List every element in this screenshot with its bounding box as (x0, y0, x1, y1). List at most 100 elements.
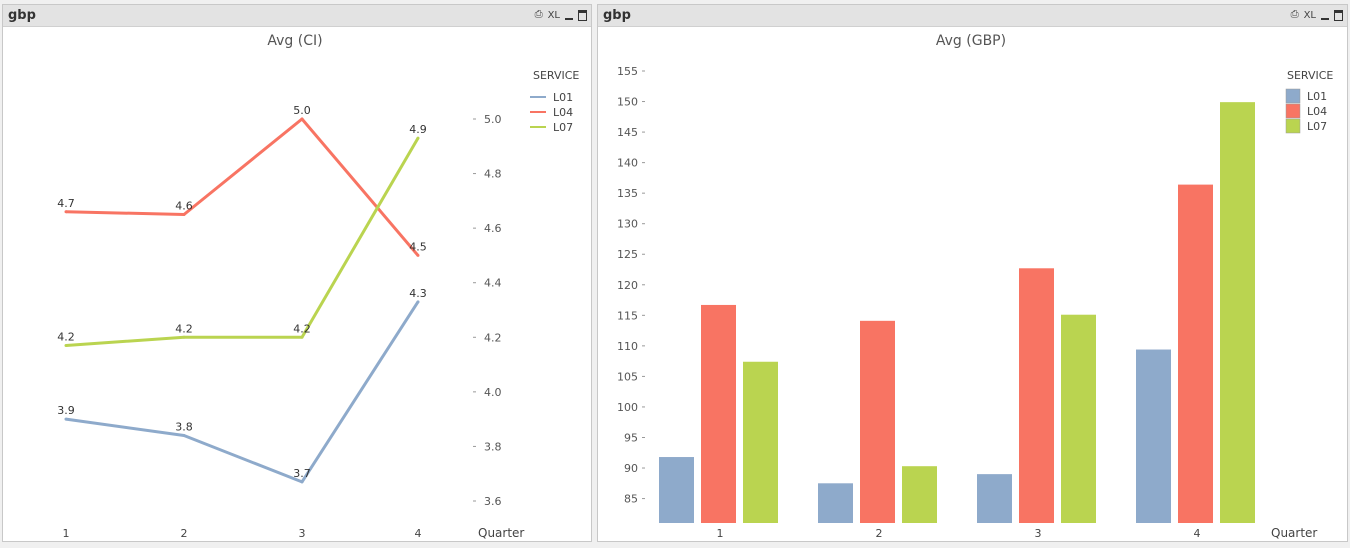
excel-export-button[interactable]: XL (547, 9, 560, 21)
data-point (300, 117, 304, 121)
data-label: 4.3 (409, 287, 427, 300)
bar-l04-q2 (860, 320, 895, 523)
legend-swatch (1285, 103, 1301, 119)
data-point (182, 335, 186, 339)
y-tick-label: 4.0 (484, 386, 502, 399)
y-tick-label: 3.8 (484, 440, 502, 453)
y-tick-label: 150 (617, 96, 638, 109)
bar-l01-q2 (818, 483, 853, 523)
y-tick-label: 3.6 (484, 495, 502, 508)
y-tick-label: 4.8 (484, 168, 502, 181)
data-label: 4.6 (175, 200, 193, 213)
data-label: 3.7 (293, 467, 311, 480)
data-point (416, 136, 420, 140)
x-tick-label: 3 (1035, 527, 1042, 540)
y-tick-label: 110 (617, 340, 638, 353)
y-tick-label: 135 (617, 187, 638, 200)
maximize-icon[interactable] (578, 9, 587, 21)
bar-l04-q1 (701, 304, 736, 523)
y-tick-label: 140 (617, 157, 638, 170)
x-axis-label: Quarter (478, 526, 524, 540)
legend-label: L04 (1307, 105, 1327, 118)
y-tick-label: 100 (617, 401, 638, 414)
print-icon[interactable]: ⎙ (534, 9, 543, 20)
panel-title: gbp (8, 8, 36, 23)
bar-l04-q4 (1178, 184, 1213, 523)
x-tick-label: 2 (181, 527, 188, 540)
y-tick-label: 85 (624, 493, 638, 506)
data-label: 3.8 (175, 421, 193, 434)
bar-l04-q3 (1019, 268, 1054, 523)
bar-l01-q1 (659, 457, 694, 523)
y-tick-label: 95 (624, 431, 638, 444)
legend-title: SERVICE (533, 69, 579, 82)
y-tick-label: 145 (617, 126, 638, 139)
bar-l01-q3 (977, 474, 1012, 523)
data-point (64, 417, 68, 421)
x-axis-label: Quarter (1271, 526, 1317, 540)
x-tick-label: 3 (299, 527, 306, 540)
data-point (64, 343, 68, 347)
legend-label: L07 (1307, 120, 1327, 133)
x-tick-label: 2 (876, 527, 883, 540)
bar-chart: Avg (GBP) 85 90 95 100 105 110 115 120 125 130 135 1… (617, 33, 1333, 540)
data-label: 4.2 (293, 322, 311, 335)
data-point (300, 335, 304, 339)
minimize-icon[interactable] (1321, 18, 1329, 20)
data-point (416, 300, 420, 304)
bar-l07-q4 (1220, 102, 1255, 523)
bar-l07-q1 (743, 361, 778, 523)
bar-chart-panel: gbp ⎙ XL Avg (GBP) 85 90 95 100 105 110 115 120 1… (597, 4, 1348, 542)
minimize-icon[interactable] (565, 18, 573, 20)
data-label: 4.7 (57, 197, 75, 210)
line-chart-panel: gbp ⎙ XL Avg (CI) 3.6 3.8 4.0 4.2 4.4 4.6 4.8 5.… (2, 4, 592, 542)
line-chart: Avg (CI) 3.6 3.8 4.0 4.2 4.4 4.6 4.8 5.0 1 2 3 4 Quar… (57, 33, 579, 540)
data-label: 4.2 (175, 322, 193, 335)
y-tick-label: 90 (624, 462, 638, 475)
bar-l07-q3 (1061, 314, 1096, 523)
panel-header: gbp ⎙ XL (598, 5, 1347, 27)
data-point (182, 213, 186, 216)
data-point (300, 480, 304, 484)
excel-export-button[interactable]: XL (1303, 9, 1316, 21)
y-tick-label: 115 (617, 309, 638, 322)
data-point (416, 253, 420, 257)
x-tick-label: 4 (1194, 527, 1201, 540)
y-tick-label: 125 (617, 248, 638, 261)
legend-label: L01 (553, 91, 573, 104)
data-label: 4.5 (409, 240, 427, 253)
y-tick-label: 130 (617, 218, 638, 231)
legend-swatch (1285, 118, 1301, 134)
data-label: 3.9 (57, 404, 75, 417)
x-tick-label: 1 (717, 527, 724, 540)
panel-title: gbp (603, 8, 631, 23)
series-line-l04 (65, 117, 420, 257)
data-point (182, 434, 186, 438)
y-tick-label: 4.2 (484, 331, 502, 344)
print-icon[interactable]: ⎙ (1290, 9, 1299, 20)
data-label: 4.9 (409, 123, 427, 136)
y-tick-label: 4.6 (484, 222, 502, 235)
series-line-l01 (65, 301, 420, 484)
legend-swatch (1285, 88, 1301, 104)
legend-label: L01 (1307, 90, 1327, 103)
y-tick-label: 105 (617, 370, 638, 383)
series-line-l07 (65, 137, 420, 347)
bar-l01-q4 (1136, 349, 1171, 523)
panel-header: gbp ⎙ XL (3, 5, 591, 27)
y-tick-label: 5.0 (484, 113, 502, 126)
chart-title: Avg (CI) (267, 33, 322, 49)
legend-title: SERVICE (1287, 69, 1333, 82)
y-tick-label: 120 (617, 279, 638, 292)
x-tick-label: 4 (415, 527, 422, 540)
legend-label: L04 (553, 106, 573, 119)
data-label: 5.0 (293, 104, 311, 117)
data-label: 4.2 (57, 330, 75, 343)
legend-label: L07 (553, 121, 573, 134)
chart-title: Avg (GBP) (936, 33, 1006, 49)
x-tick-label: 1 (63, 527, 70, 540)
bar-l07-q2 (902, 466, 937, 523)
y-tick-label: 155 (617, 65, 638, 78)
y-tick-label: 4.4 (484, 277, 502, 290)
maximize-icon[interactable] (1334, 9, 1343, 21)
